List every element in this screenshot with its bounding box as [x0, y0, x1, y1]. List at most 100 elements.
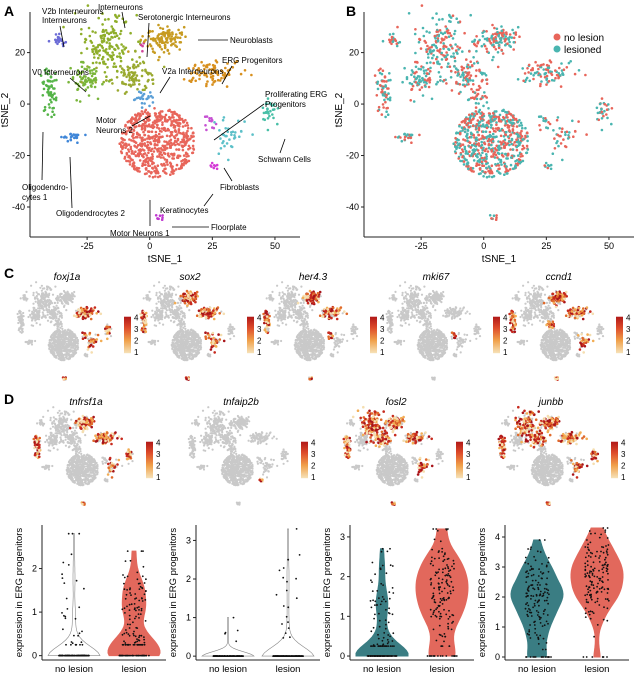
cell-point — [95, 51, 98, 54]
cell-point — [567, 137, 570, 140]
cell-point — [143, 297, 145, 299]
cell-point — [606, 108, 609, 111]
cell-point — [542, 119, 545, 122]
cell-point — [64, 359, 66, 361]
cell-point — [222, 119, 225, 122]
cell-point — [459, 132, 462, 135]
cell-point — [449, 15, 452, 18]
cell-point — [157, 59, 160, 62]
cell-point — [459, 47, 462, 50]
cell-point — [154, 165, 157, 168]
cell-point — [87, 77, 90, 80]
cell-point — [89, 35, 92, 38]
cell-point — [104, 18, 107, 21]
cell-point — [154, 343, 156, 345]
cell-point — [120, 150, 123, 153]
cell-point — [508, 144, 511, 147]
cell-point — [43, 88, 46, 91]
cell-point — [164, 118, 167, 121]
cell-point — [63, 306, 65, 308]
colorbar-tick-label: 1 — [134, 348, 139, 357]
cell-point — [513, 41, 516, 44]
cell-point — [60, 341, 62, 343]
cell-point — [161, 41, 164, 44]
cell-point — [127, 148, 130, 151]
cell-point — [105, 79, 108, 82]
cell-point — [49, 99, 52, 102]
cell-point — [67, 301, 69, 303]
cell-point — [554, 69, 557, 72]
cell-point — [232, 131, 235, 134]
cell-point — [121, 49, 124, 52]
cell-point — [164, 307, 166, 309]
cell-point — [148, 291, 150, 293]
cell-point — [490, 144, 493, 147]
cell-point — [159, 136, 162, 139]
cell-point-expressing — [84, 336, 87, 339]
cell-point — [170, 122, 173, 125]
cell-point — [158, 318, 160, 320]
cell-point — [387, 79, 390, 82]
cell-point — [138, 170, 141, 173]
cell-point — [151, 158, 154, 161]
cell-point — [387, 98, 390, 101]
cell-point — [160, 163, 163, 166]
cell-point — [178, 308, 180, 310]
cell-point — [484, 38, 487, 41]
cell-point — [48, 80, 51, 83]
cell-point — [486, 121, 489, 124]
cell-point — [97, 57, 100, 60]
cell-point — [157, 164, 160, 167]
cell-point — [143, 160, 146, 163]
panel-letter-a: A — [4, 3, 14, 19]
cell-point — [479, 109, 482, 112]
cell-point — [171, 168, 174, 171]
cell-point — [424, 85, 427, 88]
cell-point — [106, 32, 109, 35]
cell-point — [161, 309, 163, 311]
cell-point — [560, 62, 563, 65]
cell-point — [136, 119, 139, 122]
cell-point — [233, 134, 236, 137]
cell-point — [438, 18, 441, 21]
cell-point-expressing — [91, 312, 94, 315]
cell-point — [512, 125, 515, 128]
cell-point — [77, 88, 80, 91]
cell-point — [564, 145, 567, 148]
cell-point — [91, 51, 94, 54]
cell-point — [46, 295, 48, 297]
cell-point — [165, 114, 168, 117]
cell-point — [160, 151, 163, 154]
cell-point — [55, 315, 57, 317]
cell-point — [164, 47, 167, 50]
cell-point — [401, 81, 404, 84]
cell-point — [498, 153, 501, 156]
cell-point — [271, 113, 274, 116]
cell-point — [492, 56, 495, 59]
cell-point — [91, 30, 94, 33]
cell-point — [534, 72, 537, 75]
cell-point — [55, 336, 57, 338]
cell-point — [406, 76, 409, 79]
cell-point — [98, 62, 101, 65]
cell-point — [134, 98, 137, 101]
cell-point — [377, 88, 380, 91]
cell-point — [455, 17, 458, 20]
cell-point — [154, 144, 157, 147]
cell-point — [192, 131, 195, 134]
cell-point — [534, 61, 537, 64]
cell-point — [441, 18, 444, 21]
cell-point — [182, 312, 184, 314]
cell-point — [461, 121, 464, 124]
cell-point — [57, 307, 59, 309]
y-tick-label: -40 — [346, 202, 359, 212]
cell-point — [143, 163, 146, 166]
legend-label-no-lesion: no lesion — [564, 33, 604, 44]
cell-point — [66, 352, 68, 354]
cell-point — [64, 338, 66, 340]
cell-point — [489, 116, 492, 119]
cell-point — [33, 292, 35, 294]
cell-point — [478, 121, 481, 124]
cell-point — [102, 61, 105, 64]
cell-point — [410, 134, 413, 137]
